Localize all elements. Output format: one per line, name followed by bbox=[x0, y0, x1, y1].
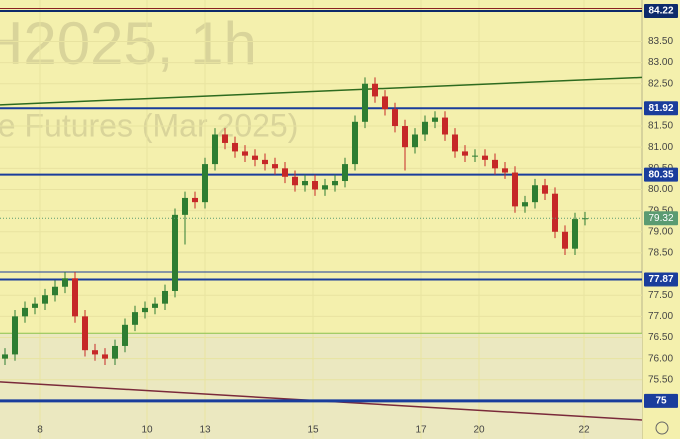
candle-body bbox=[252, 155, 258, 160]
candle-body bbox=[352, 121, 358, 165]
level-label-box bbox=[644, 272, 678, 287]
candle-body bbox=[282, 168, 288, 177]
candle-body bbox=[22, 307, 28, 317]
last-price-box bbox=[644, 211, 678, 226]
candle-body bbox=[442, 117, 448, 135]
candle-body bbox=[172, 214, 178, 291]
candle-body bbox=[482, 155, 488, 160]
y-tick-label: 78.50 bbox=[648, 248, 673, 259]
candle-body bbox=[422, 121, 428, 135]
candle-body bbox=[52, 286, 58, 296]
candle-body bbox=[462, 151, 468, 156]
level-label: 84.22 bbox=[648, 6, 673, 17]
candle-body bbox=[122, 324, 128, 346]
candle-body bbox=[522, 202, 528, 207]
candle-body bbox=[432, 117, 438, 122]
x-tick-label: 10 bbox=[141, 425, 153, 436]
candle-body bbox=[322, 185, 328, 190]
candle-body bbox=[362, 83, 368, 122]
candle-body bbox=[72, 278, 78, 317]
candle-body bbox=[402, 126, 408, 148]
x-tick-label: 22 bbox=[578, 425, 590, 436]
y-tick-label: 76.00 bbox=[648, 353, 673, 364]
y-tick-label: 80.00 bbox=[648, 184, 673, 195]
candle-body bbox=[202, 164, 208, 203]
candle-body bbox=[42, 295, 48, 304]
last-price-label: 79.32 bbox=[648, 213, 673, 224]
level-label-box bbox=[644, 3, 678, 18]
lower-zone bbox=[0, 333, 642, 439]
y-tick-label: 77.50 bbox=[648, 290, 673, 301]
y-tick-label: 75.50 bbox=[648, 374, 673, 385]
x-tick-label: 8 bbox=[37, 425, 43, 436]
candle-body bbox=[242, 151, 248, 156]
candle-body bbox=[12, 316, 18, 355]
candle-body bbox=[182, 197, 188, 215]
trend-line bbox=[0, 76, 643, 106]
watermark: H2025, 1h bbox=[0, 10, 257, 77]
candle-body bbox=[32, 303, 38, 308]
candle-body bbox=[2, 354, 8, 359]
candle-body bbox=[222, 134, 228, 143]
settings-icon[interactable] bbox=[655, 421, 669, 435]
level-label: 77.87 bbox=[648, 274, 673, 285]
y-tick-label: 79.00 bbox=[648, 226, 673, 237]
candle-body bbox=[82, 316, 88, 351]
candle-body bbox=[452, 134, 458, 152]
y-tick-label: 81.50 bbox=[648, 121, 673, 132]
candle-body bbox=[162, 290, 168, 304]
candle-body bbox=[392, 109, 398, 127]
candle-body bbox=[152, 303, 158, 308]
y-tick-label: 79.50 bbox=[648, 205, 673, 216]
candle-body bbox=[132, 312, 138, 325]
level-label: 75 bbox=[655, 396, 667, 407]
level-label: 80.35 bbox=[648, 169, 673, 180]
level-label-box bbox=[644, 393, 678, 408]
level-label: 81.92 bbox=[648, 103, 673, 114]
level-label-box bbox=[644, 167, 678, 182]
candle-body bbox=[292, 176, 298, 186]
candle-body bbox=[552, 193, 558, 232]
candle-body bbox=[192, 197, 198, 203]
y-tick-label: 83.00 bbox=[648, 57, 673, 68]
watermark: de Futures (Mar 2025) bbox=[0, 107, 298, 143]
candle-body bbox=[62, 278, 68, 287]
y-tick-label: 81.00 bbox=[648, 142, 673, 153]
candle-body bbox=[512, 172, 518, 207]
candle-body bbox=[312, 181, 318, 190]
x-tick-label: 13 bbox=[199, 425, 211, 436]
y-tick-label: 77.00 bbox=[648, 311, 673, 322]
candle-body bbox=[102, 354, 108, 359]
candle-body bbox=[332, 181, 338, 186]
candle-body bbox=[112, 345, 118, 359]
candle-body bbox=[502, 168, 508, 173]
candle-body bbox=[472, 155, 478, 157]
candle-body bbox=[342, 164, 348, 182]
candle-body bbox=[92, 350, 98, 355]
y-tick-label: 82.50 bbox=[648, 78, 673, 89]
candle-body bbox=[412, 134, 418, 148]
x-tick-label: 20 bbox=[473, 425, 485, 436]
candle-body bbox=[532, 185, 538, 203]
candle-body bbox=[572, 219, 578, 249]
candle-body bbox=[372, 83, 378, 97]
candle-body bbox=[262, 159, 268, 165]
candle-body bbox=[142, 307, 148, 313]
y-tick-label: 76.50 bbox=[648, 332, 673, 343]
candle-body bbox=[492, 159, 498, 169]
candle-body bbox=[302, 181, 308, 186]
candle-body bbox=[382, 96, 388, 110]
candle-body bbox=[272, 164, 278, 169]
level-label-box bbox=[644, 101, 678, 116]
x-tick-label: 17 bbox=[415, 425, 427, 436]
candle-body bbox=[542, 185, 548, 194]
candle-body bbox=[232, 142, 238, 152]
x-tick-label: 15 bbox=[307, 425, 319, 436]
y-tick-label: 83.50 bbox=[648, 36, 673, 47]
candle-body bbox=[212, 134, 218, 165]
candle-body bbox=[562, 231, 568, 249]
